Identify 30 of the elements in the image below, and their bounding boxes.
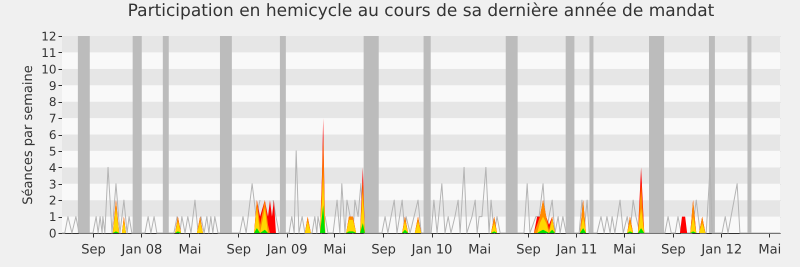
y-tick-label: 9 [48, 78, 56, 93]
y-tick-label: 2 [48, 194, 56, 208]
x-tick-label: Jan 08 [120, 242, 162, 258]
y-tick-label: 12 [41, 30, 56, 44]
y-tick-label: 3 [48, 177, 56, 192]
y-axis-title: Séances par semaine [21, 65, 36, 205]
x-tick-label: Jan 11 [556, 242, 598, 258]
y-tick-label: 10 [41, 62, 56, 76]
y-tick-label: 7 [48, 112, 56, 126]
x-tick-label: Sep [516, 242, 541, 258]
x-tick-label: Mai [613, 242, 636, 258]
y-tick-label: 5 [48, 144, 56, 158]
y-tick-label: 8 [48, 95, 56, 110]
x-tick-label: Jan 10 [410, 242, 452, 258]
y-tick-label: 4 [48, 160, 56, 175]
x-tick-label: Mai [468, 242, 492, 258]
chart-title: Participation en hemicycle au cours de sa dernière année de mandat [128, 1, 715, 21]
y-tick-label: 1 [48, 210, 56, 224]
x-tick-label: Sep [81, 242, 106, 258]
x-tick-label: Sep [371, 242, 396, 258]
y-tick-label: 6 [48, 128, 56, 142]
y-tick-label: 11 [41, 46, 56, 60]
x-tick-label: Mai [758, 242, 782, 258]
x-tick-label: Sep [661, 242, 686, 258]
x-tick-label: Mai [178, 242, 202, 258]
x-tick-label: Sep [226, 242, 251, 258]
x-tick-label: Jan 12 [700, 242, 742, 258]
y-tick-label: 0 [48, 226, 56, 240]
x-tick-label: Mai [323, 242, 346, 258]
x-tick-label: Jan 09 [266, 242, 308, 258]
